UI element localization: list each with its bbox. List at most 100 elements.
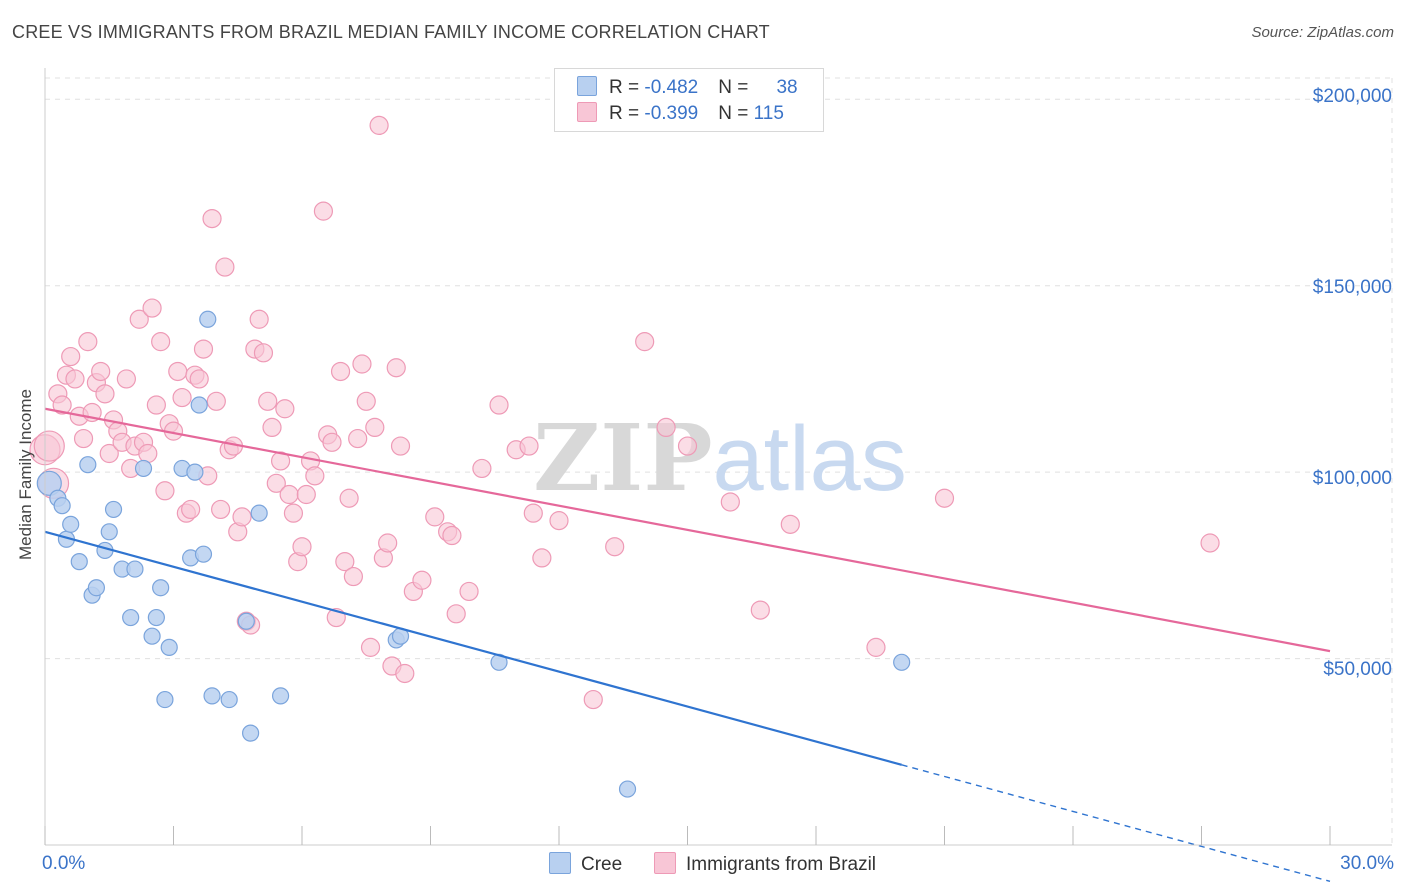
- brazil-point-90: [459, 581, 479, 602]
- brazil-point-101: [656, 417, 676, 437]
- source-label: Source: ZipAtlas.com: [1251, 24, 1394, 41]
- brazil-point-53: [262, 417, 282, 437]
- brazil-point-97: [549, 511, 569, 531]
- legend-row-brazil: R = -0.399 N = 115: [577, 102, 798, 126]
- legend-row-cree: R = -0.482 N = 38: [577, 76, 798, 100]
- brazil-point-69: [335, 552, 355, 572]
- brazil-point-68: [330, 361, 351, 382]
- brazil-point-99: [605, 537, 625, 557]
- brazil-point-107: [934, 488, 955, 508]
- brazil-point-22: [129, 309, 149, 329]
- cree-point-25: [194, 545, 213, 563]
- cree-n-label: N =: [718, 77, 754, 98]
- brazil-point-75: [360, 637, 381, 657]
- brazil-point-52: [258, 391, 278, 411]
- cree-point-14: [126, 560, 144, 578]
- brazil-point-94: [519, 436, 539, 456]
- bottom-legend-brazil: Immigrants from Brazil: [654, 852, 876, 876]
- cree-point-4: [62, 515, 80, 533]
- cree-point-37: [893, 653, 911, 671]
- trend-lines: [44, 407, 1331, 883]
- brazil-point-25: [142, 298, 162, 318]
- brazil-point-42: [215, 257, 235, 277]
- cree-legend-label: Cree: [581, 854, 623, 875]
- brazil-point-70: [339, 488, 359, 508]
- brazil-point-79: [378, 533, 398, 553]
- brazil-point-4: [52, 395, 72, 415]
- brazil-point-34: [181, 499, 201, 520]
- brazil-point-15: [99, 443, 119, 464]
- brazil-point-82: [390, 436, 411, 456]
- cree-point-19: [156, 690, 174, 709]
- brazil-point-105: [780, 514, 800, 534]
- brazil-n-value: 115: [753, 103, 784, 124]
- cree-point-10: [100, 523, 118, 541]
- brazil-point-26: [146, 395, 166, 415]
- x-tick-min: 0.0%: [42, 853, 86, 874]
- brazil-point-63: [305, 466, 325, 486]
- brazil-point-9: [73, 428, 94, 449]
- cree-point-11: [104, 500, 123, 519]
- brazil-point-56: [275, 399, 295, 419]
- cree-swatch: [577, 76, 597, 96]
- brazil-point-31: [168, 361, 188, 382]
- brazil-point-27: [151, 332, 171, 352]
- y-tick-50000: $50,000: [1323, 659, 1392, 680]
- brazil-point-91: [472, 458, 492, 479]
- cree-trend-extension: [901, 764, 1331, 883]
- brazil-point-50: [249, 309, 269, 329]
- brazil-point-39: [202, 209, 222, 229]
- cree-point-28: [220, 690, 238, 709]
- y-tick-100000: $100,000: [1312, 468, 1392, 489]
- cree-point-31: [250, 504, 268, 522]
- brazil-point-85: [412, 570, 432, 590]
- cree-point-32: [271, 687, 290, 705]
- brazil-swatch: [577, 102, 597, 122]
- cree-point-16: [143, 627, 161, 645]
- brazil-point-106: [866, 637, 886, 657]
- cree-point-26: [199, 310, 217, 328]
- cree-point-5: [70, 553, 88, 571]
- brazil-point-96: [532, 548, 552, 568]
- brazil-point-57: [279, 484, 299, 505]
- brazil-point-81: [386, 358, 406, 378]
- cree-point-18: [152, 579, 170, 597]
- brazil-point-28: [155, 481, 175, 501]
- brazil-point-60: [292, 537, 312, 557]
- brazil-point-54: [266, 473, 286, 493]
- brazil-point-100: [635, 332, 655, 352]
- brazil-point-76: [365, 417, 385, 437]
- x-tick-max: 30.0%: [1340, 853, 1394, 874]
- brazil-point-40: [206, 391, 226, 411]
- brazil-point-66: [322, 432, 342, 452]
- brazil-point-95: [523, 503, 543, 523]
- brazil-point-7: [65, 369, 85, 389]
- cree-point-36: [618, 780, 637, 798]
- brazil-point-103: [720, 492, 740, 512]
- cree-point-29: [237, 612, 255, 630]
- cree-point-27: [203, 687, 221, 705]
- cree-point-8: [87, 579, 106, 597]
- brazil-point-88: [442, 525, 462, 546]
- brazil-point-36: [189, 369, 209, 389]
- bottom-legend-cree: Cree: [549, 852, 622, 876]
- cree-r-label: R =: [609, 77, 645, 98]
- brazil-point-37: [193, 339, 214, 359]
- brazil-point-13: [91, 361, 111, 382]
- brazil-point-58: [283, 503, 304, 523]
- cree-point-30: [242, 724, 260, 742]
- brazil-point-55: [270, 451, 291, 471]
- brazil-point-104: [750, 600, 770, 620]
- brazil-point-71: [343, 566, 363, 587]
- brazil-point-32: [172, 387, 192, 408]
- cree-point-24: [190, 396, 208, 414]
- brazil-legend-swatch: [654, 852, 676, 874]
- brazil-point-74: [356, 391, 376, 411]
- chart-title: CREE VS IMMIGRANTS FROM BRAZIL MEDIAN FA…: [12, 22, 770, 42]
- cree-n-value: 38: [776, 77, 798, 98]
- brazil-point-41: [211, 499, 231, 520]
- cree-trend-line: [44, 530, 902, 766]
- brazil-point-72: [348, 428, 368, 449]
- brazil-point-73: [352, 354, 372, 374]
